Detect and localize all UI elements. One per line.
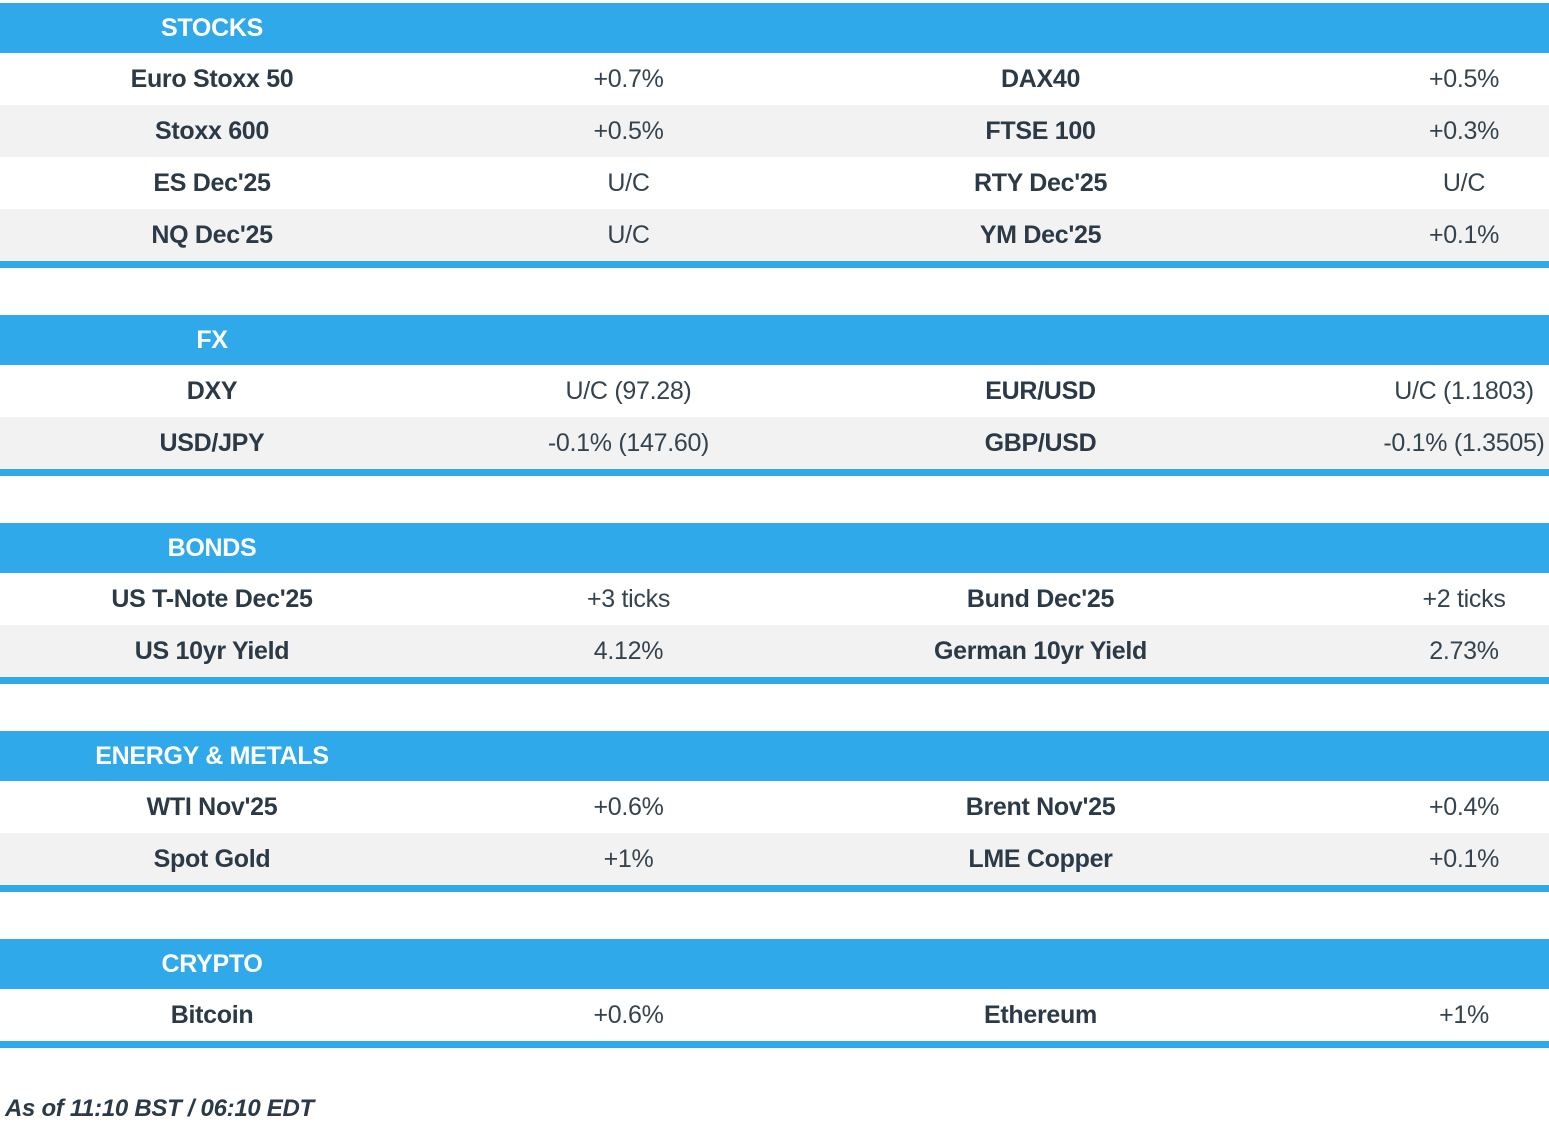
- instrument-label: Stoxx 600: [154, 116, 270, 145]
- instrument-label: ES Dec'25: [153, 168, 271, 197]
- as-of-timestamp: As of 11:10 BST / 06:10 EDT: [5, 1095, 314, 1122]
- instrument-label: GBP/USD: [984, 428, 1097, 457]
- section-title: CRYPTO: [161, 949, 263, 978]
- instrument-label: German 10yr Yield: [933, 636, 1148, 665]
- instrument-label: USD/JPY: [159, 428, 265, 457]
- section-header-fx: FX: [0, 315, 1549, 365]
- instrument-change: U/C: [607, 220, 650, 249]
- table-row: DXY U/C (97.28) EUR/USD U/C (1.1803): [0, 365, 1549, 417]
- section-energy-metals: ENERGY & METALS WTI Nov'25 +0.6% Brent N…: [0, 731, 1549, 892]
- table-row: USD/JPY -0.1% (147.60) GBP/USD -0.1% (1.…: [0, 417, 1549, 469]
- instrument-change: U/C (97.28): [565, 376, 692, 405]
- instrument-change: +1%: [603, 844, 654, 873]
- instrument-label: DAX40: [1000, 64, 1081, 93]
- table-row: Spot Gold +1% LME Copper +0.1%: [0, 833, 1549, 885]
- instrument-change: +0.4%: [1428, 792, 1500, 821]
- instrument-label: EUR/USD: [985, 376, 1096, 405]
- section-fx: FX DXY U/C (97.28) EUR/USD U/C (1.1803) …: [0, 315, 1549, 476]
- instrument-change: +0.3%: [1428, 116, 1500, 145]
- table-row: Stoxx 600 +0.5% FTSE 100 +0.3%: [0, 105, 1549, 157]
- section-header-crypto: CRYPTO: [0, 939, 1549, 989]
- instrument-change: U/C: [1442, 168, 1486, 197]
- instrument-label: RTY Dec'25: [973, 168, 1108, 197]
- section-title: ENERGY & METALS: [95, 741, 329, 770]
- instrument-change: +2 ticks: [1422, 584, 1506, 613]
- instrument-label: Brent Nov'25: [965, 792, 1116, 821]
- instrument-change: 2.73%: [1429, 636, 1499, 665]
- instrument-label: Bitcoin: [170, 1000, 254, 1029]
- instrument-label: YM Dec'25: [979, 220, 1102, 249]
- instrument-label: Ethereum: [984, 1000, 1097, 1029]
- instrument-label: US 10yr Yield: [134, 636, 290, 665]
- instrument-change: +0.5%: [593, 116, 664, 145]
- instrument-change: 4.12%: [593, 636, 664, 665]
- table-row: US 10yr Yield 4.12% German 10yr Yield 2.…: [0, 625, 1549, 677]
- instrument-change: +0.5%: [1428, 64, 1500, 93]
- instrument-change: +0.6%: [593, 1000, 664, 1029]
- table-row: US T-Note Dec'25 +3 ticks Bund Dec'25 +2…: [0, 573, 1549, 625]
- instrument-change: -0.1% (147.60): [547, 428, 710, 457]
- instrument-change: U/C (1.1803): [1394, 376, 1534, 405]
- section-title: FX: [196, 325, 228, 354]
- instrument-change: +0.6%: [593, 792, 664, 821]
- instrument-label: DXY: [186, 376, 238, 405]
- instrument-label: US T-Note Dec'25: [111, 584, 313, 613]
- table-row: Bitcoin +0.6% Ethereum +1%: [0, 989, 1549, 1041]
- instrument-change: +0.7%: [593, 64, 664, 93]
- instrument-change: +3 ticks: [586, 584, 671, 613]
- instrument-change: +1%: [1439, 1000, 1489, 1029]
- instrument-change: +0.1%: [1428, 844, 1500, 873]
- section-bonds: BONDS US T-Note Dec'25 +3 ticks Bund Dec…: [0, 523, 1549, 684]
- section-header-stocks: STOCKS: [0, 3, 1549, 53]
- instrument-change: U/C: [607, 168, 650, 197]
- table-row: Euro Stoxx 50 +0.7% DAX40 +0.5%: [0, 53, 1549, 105]
- instrument-label: Bund Dec'25: [966, 584, 1115, 613]
- table-row: ES Dec'25 U/C RTY Dec'25 U/C: [0, 157, 1549, 209]
- instrument-label: NQ Dec'25: [151, 220, 273, 249]
- instrument-label: Spot Gold: [153, 844, 271, 873]
- table-row: WTI Nov'25 +0.6% Brent Nov'25 +0.4%: [0, 781, 1549, 833]
- table-row: NQ Dec'25 U/C YM Dec'25 +0.1%: [0, 209, 1549, 261]
- instrument-label: WTI Nov'25: [146, 792, 278, 821]
- section-title: STOCKS: [161, 13, 263, 42]
- section-header-bonds: BONDS: [0, 523, 1549, 573]
- instrument-change: +0.1%: [1428, 220, 1500, 249]
- section-title: BONDS: [167, 533, 257, 562]
- instrument-label: LME Copper: [968, 844, 1113, 873]
- instrument-label: Euro Stoxx 50: [130, 64, 294, 93]
- instrument-label: FTSE 100: [985, 116, 1096, 145]
- instrument-change: -0.1% (1.3505): [1383, 428, 1545, 457]
- section-stocks: STOCKS Euro Stoxx 50 +0.7% DAX40 +0.5% S…: [0, 3, 1549, 268]
- section-crypto: CRYPTO Bitcoin +0.6% Ethereum +1%: [0, 939, 1549, 1048]
- section-header-energy-metals: ENERGY & METALS: [0, 731, 1549, 781]
